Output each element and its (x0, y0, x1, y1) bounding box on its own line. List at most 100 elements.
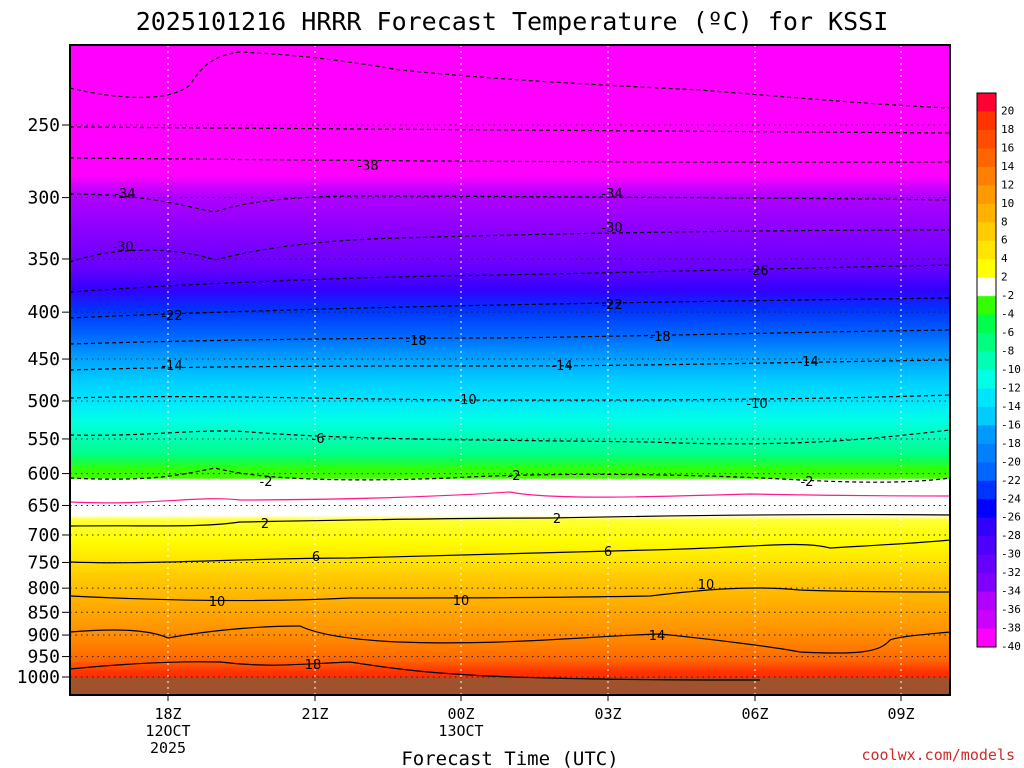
temperature-field (70, 45, 950, 695)
colorbar-swatch (977, 93, 996, 112)
colorbar-swatch (977, 480, 996, 500)
colorbar-label: -24 (1001, 492, 1021, 505)
contour-label: -30 (112, 240, 133, 255)
colorbar-label: -6 (1001, 326, 1014, 339)
colorbar-swatch (977, 148, 996, 168)
colorbar-label: -4 (1001, 308, 1015, 321)
y-tick-label: 800 (27, 578, 60, 599)
colorbar-swatch (977, 185, 996, 205)
contour-label: -26 (747, 264, 768, 279)
contour-label: 2 (553, 512, 561, 527)
colorbar-label: -40 (1001, 640, 1021, 653)
colorbar-label: -8 (1001, 345, 1014, 358)
colorbar-label: -16 (1001, 418, 1021, 431)
y-tick-label: 600 (27, 464, 60, 485)
colorbar-label: -20 (1001, 455, 1021, 468)
colorbar-swatch (977, 443, 996, 463)
contour-line (70, 491, 950, 504)
contour-line (70, 467, 950, 483)
x-tick-label: 12OCT (145, 722, 190, 740)
colorbar-swatch (977, 370, 996, 389)
contour-line (70, 429, 950, 445)
colorbar-label: 16 (1001, 141, 1014, 154)
colorbar-swatch (977, 462, 996, 482)
colorbar-label: -30 (1001, 548, 1021, 561)
contour-label: -14 (797, 355, 818, 370)
y-tick-label: 1000 (17, 667, 60, 688)
colorbar-label: 18 (1001, 123, 1014, 136)
colorbar-swatch (977, 573, 996, 593)
colorbar-label: 4 (1001, 252, 1008, 265)
contour-label: -18 (405, 334, 426, 349)
y-tick-label: 350 (27, 249, 60, 270)
x-tick-label: 18Z (154, 705, 181, 723)
colorbar: 20 18 16 14 12 10 8 6 4 2 -2 -4 -6 -8 -10 -12 -14 -16 -18 -… (976, 92, 1021, 653)
colorbar-swatch (977, 388, 996, 408)
contour-label: -10 (455, 393, 476, 408)
y-tick-label: 250 (27, 115, 60, 136)
contour-line (70, 514, 950, 527)
contour-line (70, 661, 761, 681)
y-tick-label: 950 (27, 647, 60, 668)
x-tick-label: 2025 (150, 739, 186, 757)
contour-labels: -38-34 -34-30-30-26-22-22-18 -18-14 -14 -14-… (112, 159, 818, 673)
colorbar-swatch (977, 610, 996, 630)
contour-label: 10 (209, 595, 226, 610)
colorbar-swatch (977, 166, 996, 186)
colorbar-label: 8 (1001, 215, 1008, 228)
plot-frame (69, 44, 951, 696)
y-axis: 2503003504004505005506006507007508008509… (17, 115, 70, 688)
colorbar-swatch (977, 259, 996, 279)
colorbar-label: -2 (1001, 289, 1014, 302)
colorbar-swatch (977, 277, 996, 297)
contour-label: -22 (601, 298, 622, 313)
contour-label: 2 (261, 517, 269, 532)
colorbar-label: -28 (1001, 529, 1021, 542)
x-tick-label: 03Z (594, 705, 621, 723)
colorbar-label: 6 (1001, 234, 1008, 247)
contour-label: -34 (601, 187, 622, 202)
colorbar-label: 14 (1001, 160, 1015, 173)
colorbar-swatch (977, 129, 996, 149)
contour-label: -10 (746, 397, 767, 412)
plot-area: -38-34 -34-30-30-26-22-22-18 -18-14 -14 -14-… (70, 45, 950, 695)
contour-line (70, 51, 950, 109)
contour-label: -2 (801, 475, 814, 490)
contour-label: -18 (649, 330, 670, 345)
y-tick-label: 400 (27, 302, 60, 323)
contour-line (70, 359, 950, 371)
contour-label: 18 (305, 658, 322, 673)
colorbar-swatch (977, 536, 996, 556)
colorbar-label: -32 (1001, 566, 1021, 579)
contour-line (70, 193, 950, 213)
colorbar-swatch (977, 296, 996, 316)
y-tick-label: 750 (27, 552, 60, 573)
credit-text: coolwx.com/models (861, 746, 1015, 764)
contour-label: 10 (453, 594, 470, 609)
contour-label: -6 (312, 432, 325, 447)
contour-line (70, 539, 950, 564)
contour-line (70, 229, 950, 263)
x-tick-label: 06Z (741, 705, 768, 723)
contour-line (70, 297, 950, 319)
colorbar-swatch (977, 314, 996, 334)
colorbar-swatch (977, 591, 996, 611)
contour-label: 6 (604, 545, 612, 560)
colorbar-swatch (977, 517, 996, 537)
colorbar-label: -36 (1001, 603, 1021, 616)
colorbar-swatch (977, 240, 996, 260)
y-tick-label: 650 (27, 495, 60, 516)
contour-label: -14 (551, 359, 572, 374)
x-tick-label: 09Z (887, 705, 914, 723)
contour-label: 10 (698, 578, 715, 593)
y-tick-label: 500 (27, 391, 60, 412)
y-tick-label: 850 (27, 602, 60, 623)
colorbar-label: 12 (1001, 178, 1014, 191)
colorbar-label: 2 (1001, 271, 1008, 284)
colorbar-swatch (977, 203, 996, 223)
colorbar-swatch (977, 554, 996, 574)
y-tick-label: 450 (27, 349, 60, 370)
colorbar-swatch (977, 406, 996, 426)
